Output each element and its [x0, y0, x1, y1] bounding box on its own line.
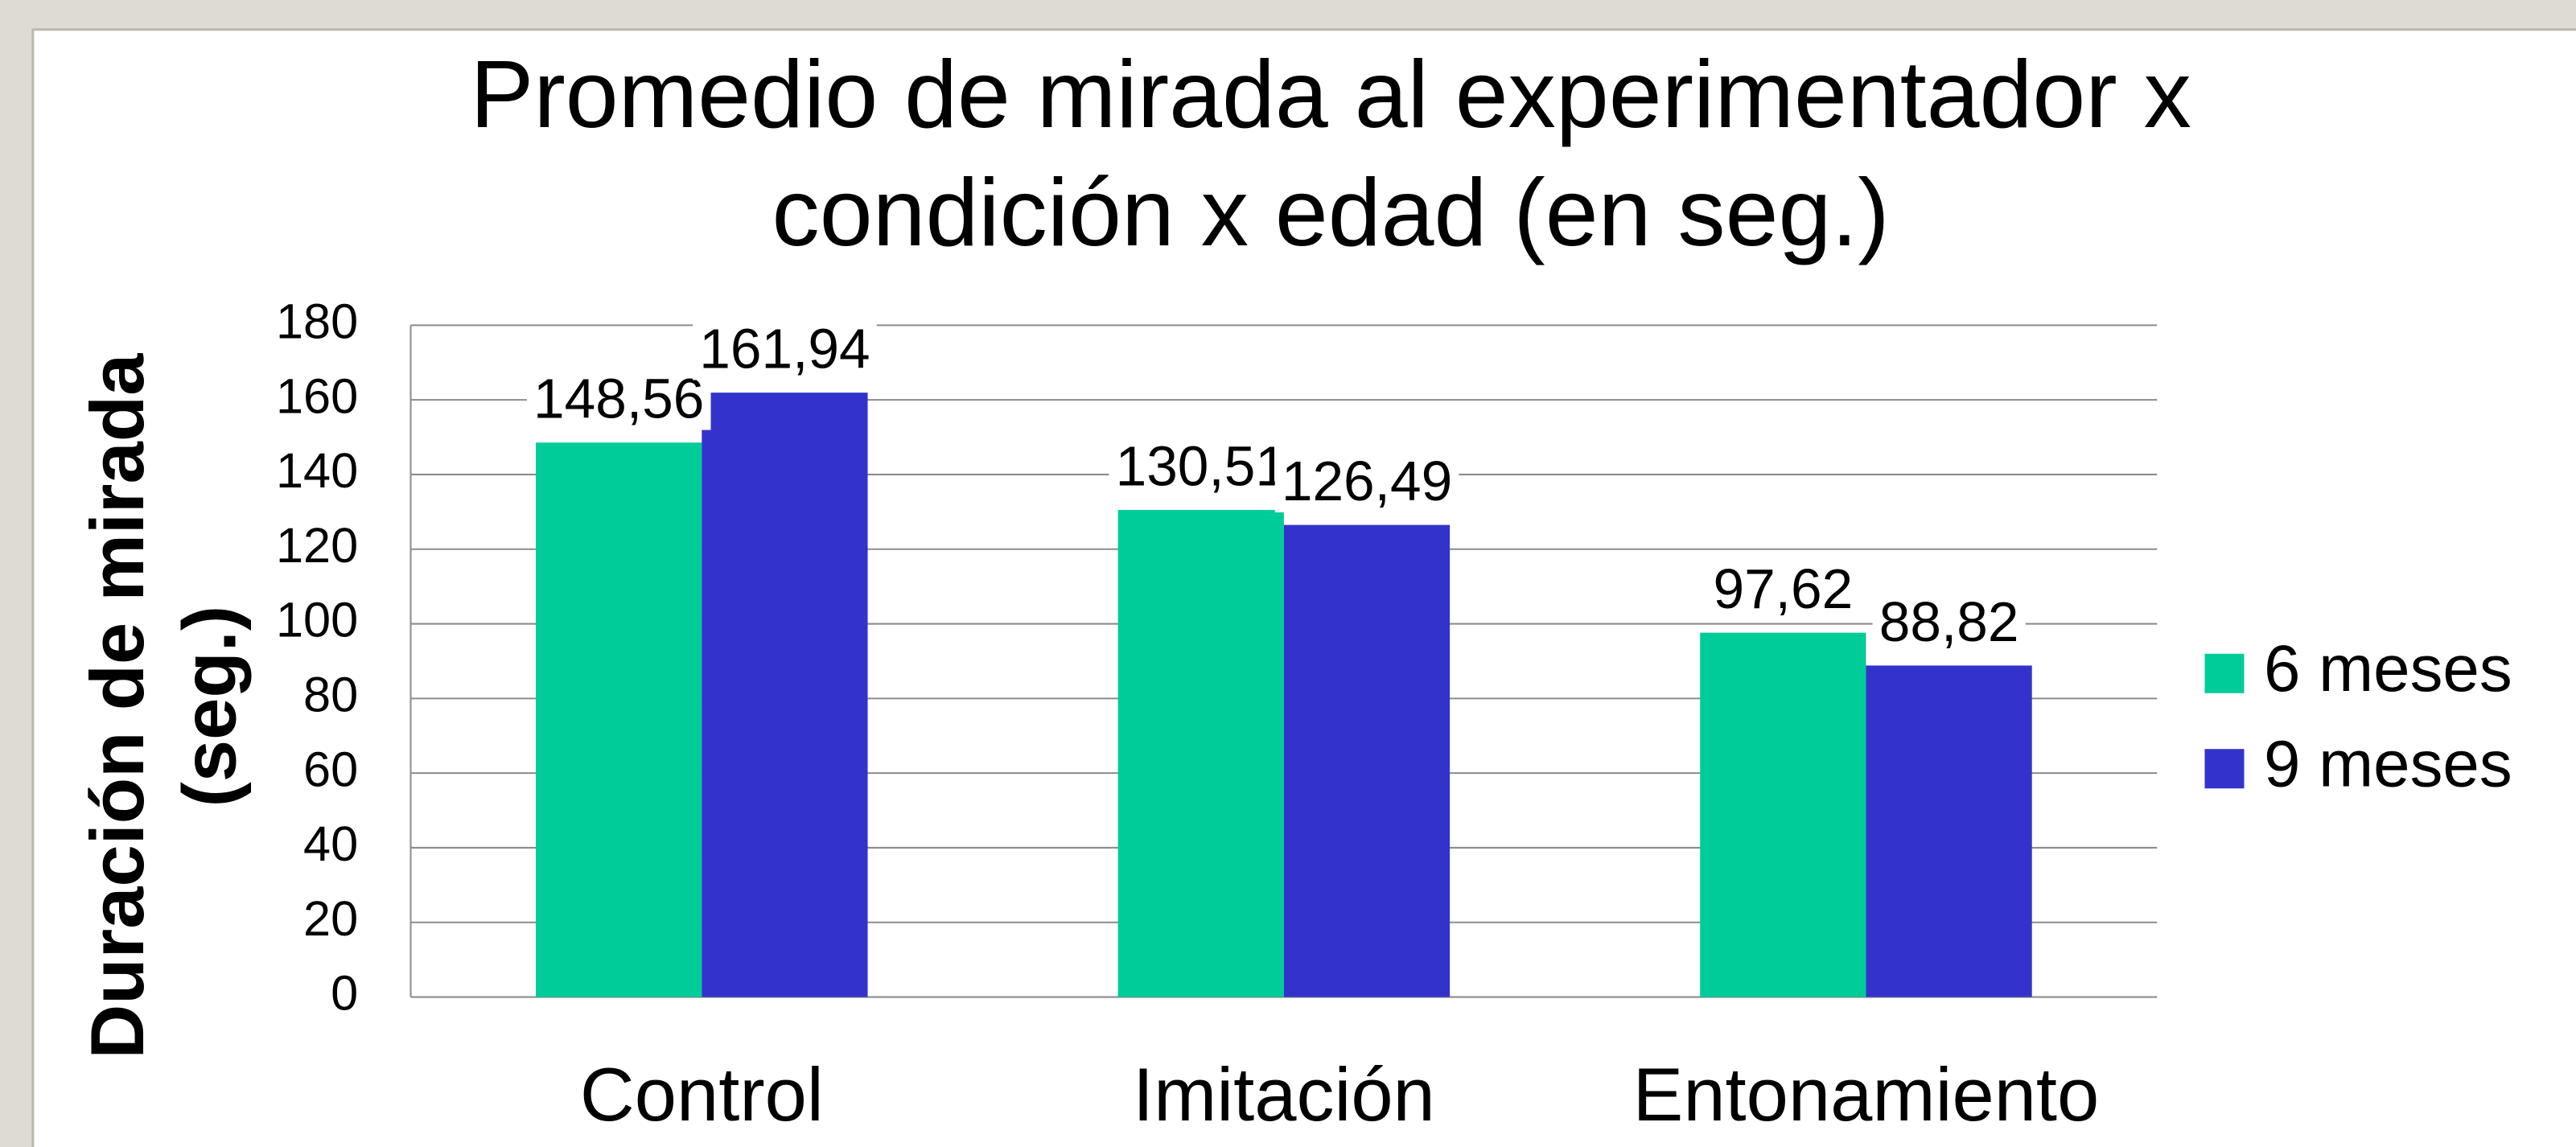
value-label-background: [1872, 590, 2026, 653]
chart-title: condición x edad (en seg.): [772, 160, 1889, 266]
y-tick-label: 160: [276, 368, 358, 423]
value-label-background: [1109, 434, 1294, 498]
value-label: 130,51: [1116, 434, 1286, 497]
y-axis-label-line: Duración de mirada: [75, 353, 159, 1059]
y-tick-label: 60: [303, 742, 358, 796]
y-tick-label: 80: [303, 668, 358, 722]
chart-title: Promedio de mirada al experimentador x: [470, 42, 2191, 148]
x-tick-label: Entonamiento: [1633, 1052, 2100, 1137]
value-label: 126,49: [1282, 450, 1452, 512]
y-axis-label-line: (seg.): [167, 606, 251, 808]
bar: [1117, 509, 1284, 997]
legend-swatch: [2204, 653, 2245, 693]
legend-label: 9 meses: [2264, 727, 2512, 800]
legend-swatch: [2204, 749, 2245, 789]
x-tick-label: Control: [580, 1052, 824, 1137]
y-axis-label: Duración de mirada (seg.): [75, 353, 251, 1059]
y-tick-label: 100: [276, 593, 358, 648]
y-tick-label: 40: [303, 816, 358, 871]
x-tick-label: Imitación: [1133, 1052, 1435, 1137]
value-label: 148,56: [533, 368, 704, 430]
bar: [702, 393, 868, 997]
y-tick-label: 0: [331, 966, 358, 1021]
value-label: 88,82: [1879, 590, 2019, 653]
value-label: 97,62: [1713, 557, 1853, 620]
value-label-background: [1274, 449, 1459, 512]
y-tick-label: 140: [276, 443, 358, 498]
bar: [1283, 524, 1451, 997]
y-tick-label: 20: [303, 891, 358, 946]
value-label-background: [693, 317, 877, 380]
bar: [536, 442, 702, 997]
value-label-background: [526, 367, 711, 430]
bar: [1700, 632, 1866, 997]
value-label-background: [1706, 557, 1860, 620]
value-label: 161,94: [699, 317, 870, 380]
bar: [1866, 665, 2032, 997]
legend-label: 6 meses: [2264, 632, 2512, 705]
y-tick-label: 120: [276, 518, 358, 573]
y-tick-label: 180: [276, 294, 358, 349]
